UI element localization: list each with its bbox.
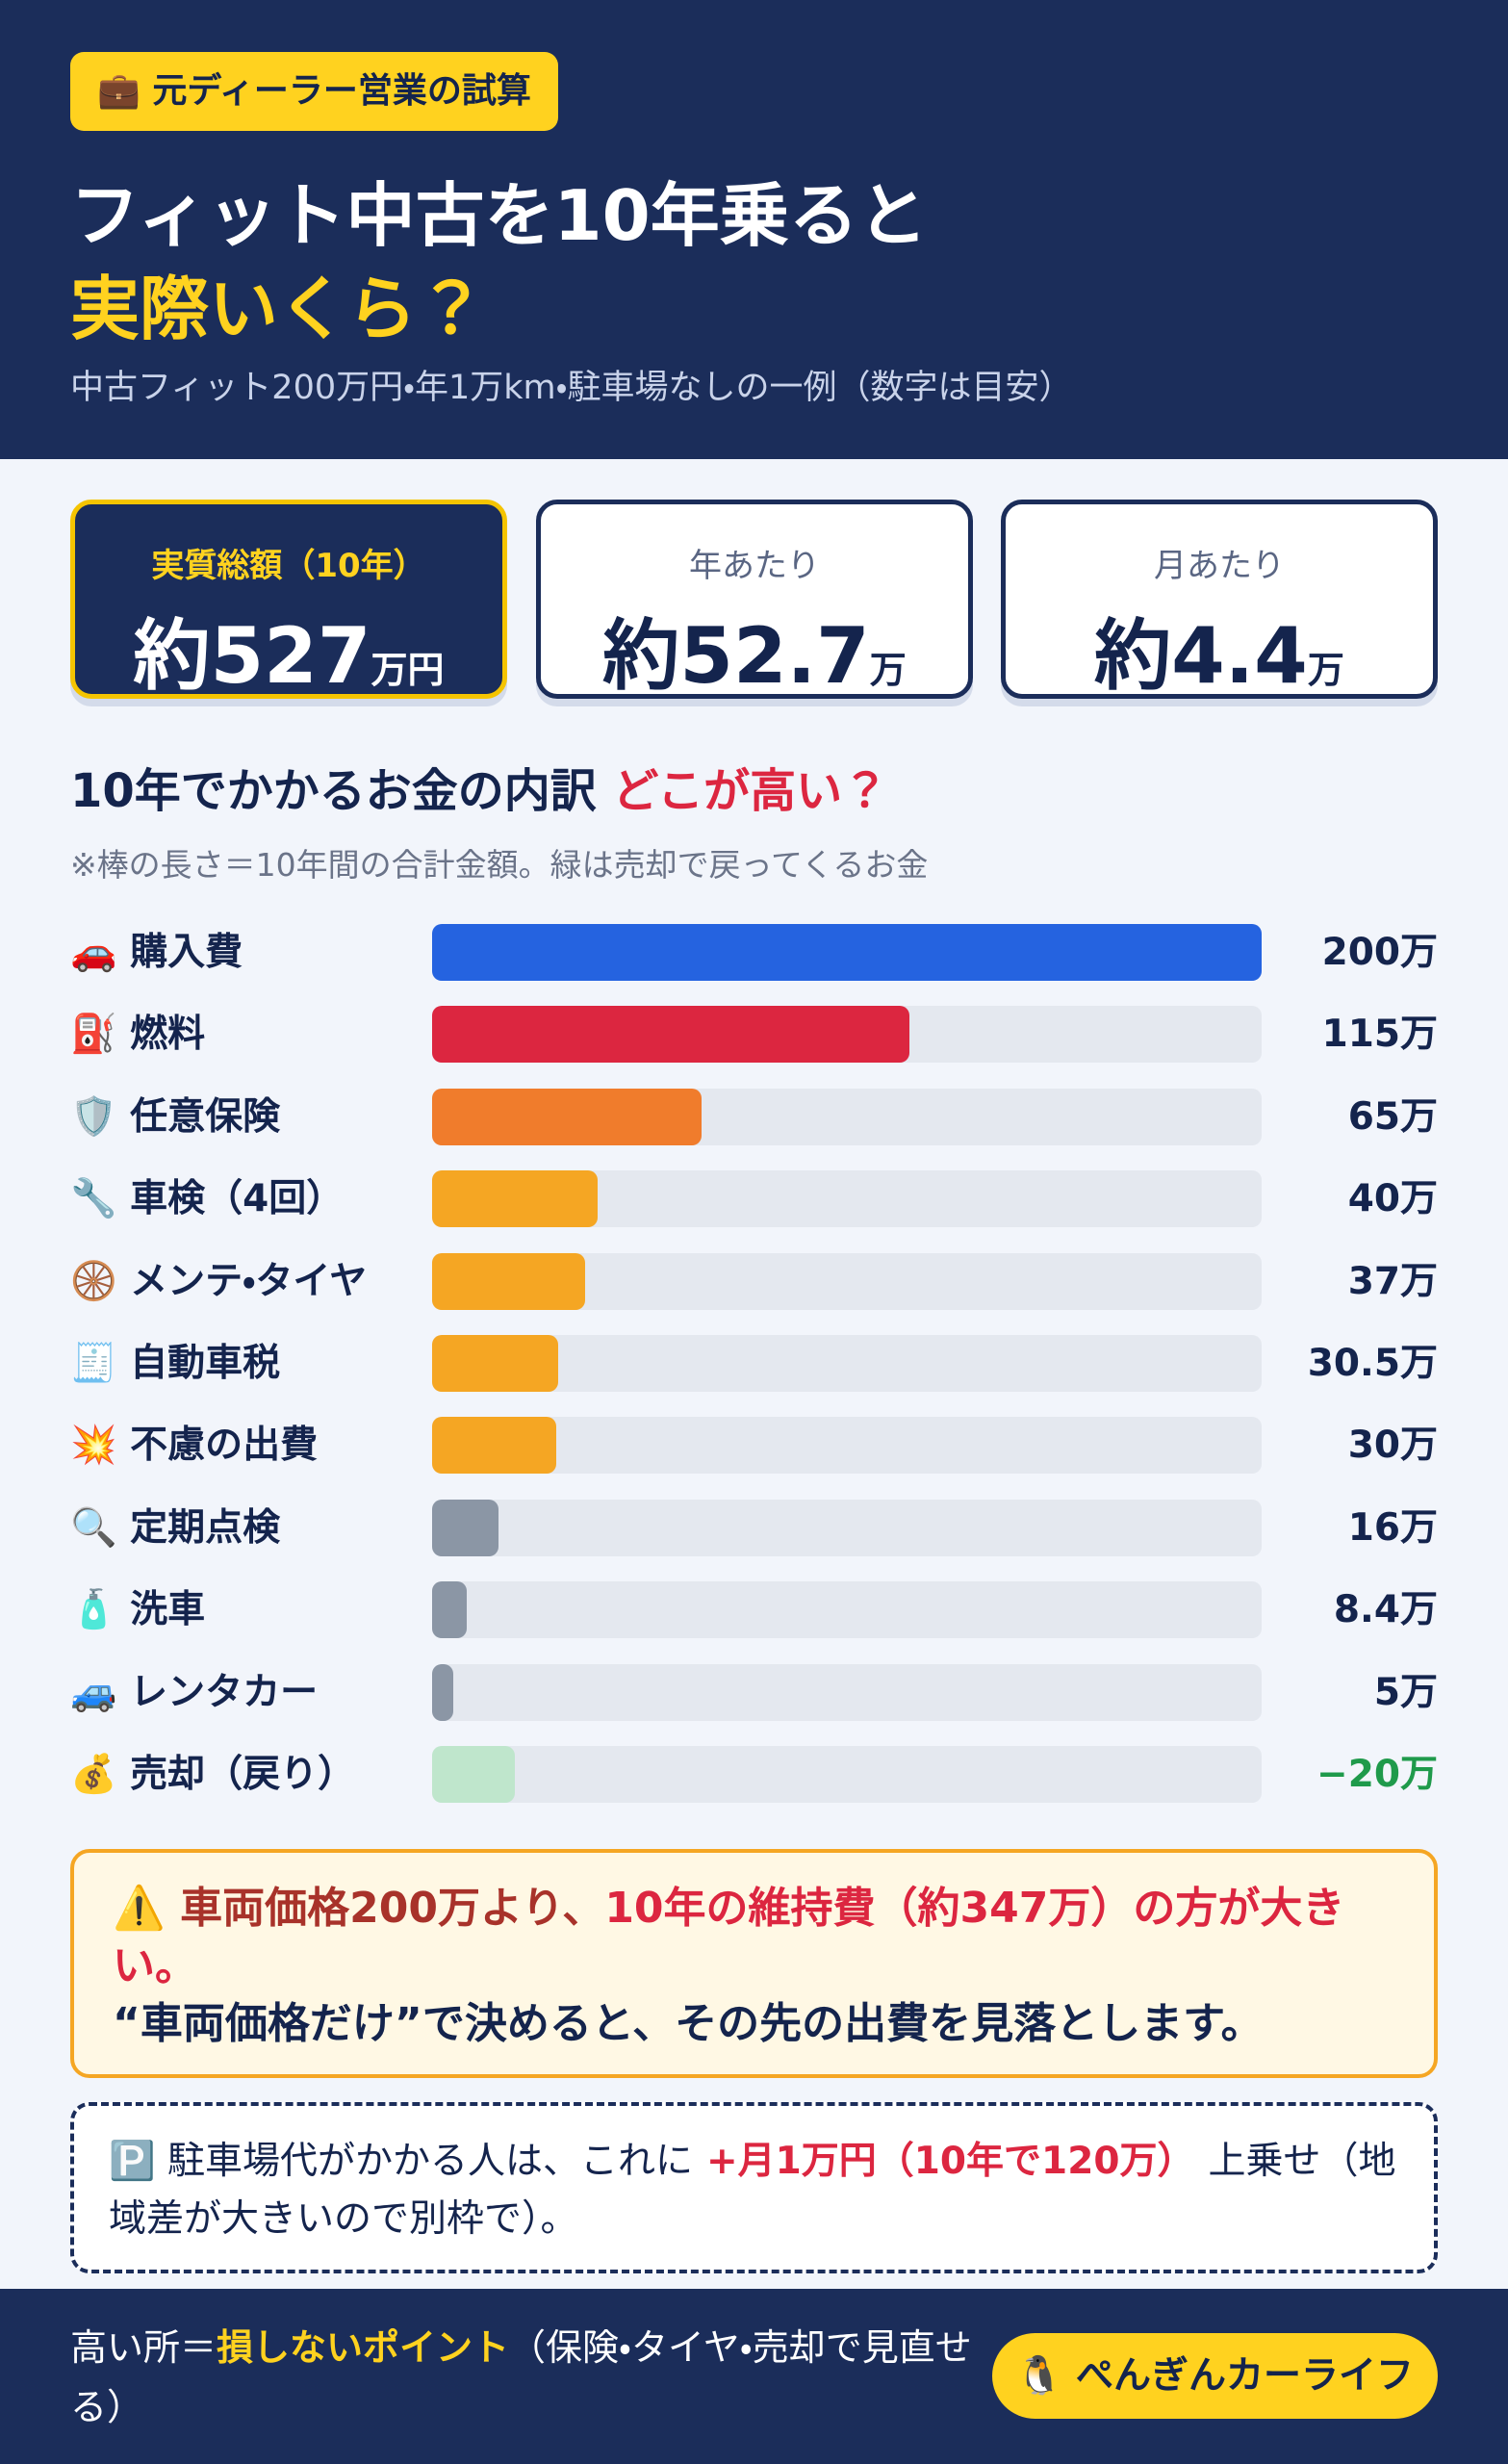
bar-track (432, 1746, 1262, 1803)
footer: 高い所＝損しないポイント（保険・タイヤ・売却で見直せる） 🐧 ぺんぎんカーライフ (0, 2289, 1508, 2464)
bar-track (432, 1088, 1262, 1145)
brand-button[interactable]: 🐧 ぺんぎんカーライフ (992, 2333, 1438, 2419)
category-label: 🧾 自動車税 (70, 1342, 281, 1385)
category-label: 💥 不慮の出費 (70, 1424, 319, 1468)
value-label: 30万 (1347, 1424, 1438, 1468)
bar-track (432, 1417, 1262, 1475)
category-label: 🚗 購入費 (70, 931, 243, 974)
card-label: 年あたり (689, 547, 820, 585)
bar (432, 1663, 453, 1721)
card-value: 約527万円 (75, 594, 502, 706)
bar-track (432, 924, 1262, 981)
value-label: 115万 (1321, 1013, 1438, 1057)
title-highlight: 実際いくら？ (70, 269, 487, 349)
summary-card: 月あたり約4.4万 (1001, 500, 1438, 701)
warning-box: ⚠️ 車両価格200万より、10年の維持費（約347万）の方が大きい。 “車両価格… (70, 1849, 1438, 2078)
bar-track (432, 1252, 1262, 1310)
bar-track (432, 1170, 1262, 1228)
category-label: 🔧 車検（4回） (70, 1177, 345, 1221)
card-value: 約52.7万 (541, 594, 968, 706)
card-number: 4.4 (1171, 611, 1308, 701)
value-label: 200万 (1321, 931, 1438, 974)
footer-tail: （保険・タイヤ・売却で見直せる） (70, 2326, 972, 2428)
value-label: 8.4万 (1333, 1588, 1438, 1632)
bar-track (432, 1335, 1262, 1392)
bar (432, 1417, 557, 1475)
bar-track (432, 1663, 1262, 1721)
warning-highlight: 10年の維持費（約347万）の方が大きい。 (113, 1884, 1345, 1990)
value-label: 65万 (1347, 1094, 1438, 1139)
bar (432, 1499, 498, 1556)
chart-note: ※棒の長さ＝10年間の合計金額。緑は売却で戻ってくるお金 (70, 846, 929, 884)
card-prefix: 約 (133, 611, 211, 701)
parking-highlight: +月1万円（10年で120万） (705, 2140, 1195, 2183)
card-value: 約4.4万 (1006, 594, 1433, 706)
footer-text: 高い所＝損しないポイント（保険・タイヤ・売却で見直せる） (70, 2318, 994, 2437)
footer-highlight: 損しないポイント (217, 2326, 510, 2369)
card-prefix: 約 (602, 611, 680, 701)
card-unit: 万 (1307, 649, 1344, 691)
bar (432, 1170, 599, 1228)
card-number: 527 (210, 611, 371, 701)
warning-lead: ⚠️ 車両価格200万より、 (113, 1884, 605, 1933)
warning-text: “車両価格だけ”で決めると、その先の出費を見落とします。 (113, 1999, 1264, 2048)
title: フィット中古を10年乗ると (70, 175, 928, 256)
card-unit: 万 (869, 649, 907, 691)
bar (432, 1252, 586, 1310)
card-label: 月あたり (1154, 547, 1285, 585)
bar-track (432, 1006, 1262, 1064)
value-label: 16万 (1347, 1505, 1438, 1550)
subtitle: 中古フィット200万円・年1万km・駐車場なしの一例（数字は目安） (70, 369, 1073, 407)
value-label: −20万 (1316, 1753, 1438, 1796)
bar (432, 1088, 703, 1145)
category-label: 🛞 メンテ・タイヤ (70, 1259, 368, 1303)
bar (432, 924, 1262, 981)
footer-lead: 高い所＝ (70, 2326, 217, 2369)
card-number: 52.7 (679, 611, 870, 701)
category-label: 🚙 レンタカー (70, 1670, 319, 1714)
bar-track (432, 1499, 1262, 1556)
parking-lead: 🅿️ 駐車場代がかかる人は、これに (109, 2140, 693, 2183)
bar (432, 1335, 559, 1392)
section-title-text: 10年でかかるお金の内訳 (70, 764, 597, 818)
section-title-highlight: どこが高い？ (612, 764, 889, 818)
summary-card: 年あたり 約52.7万 (536, 500, 973, 701)
bar (432, 1581, 468, 1639)
section-title: 10年でかかるお金の内訳 どこが高い？ (70, 753, 888, 820)
bar (432, 1006, 909, 1064)
card-prefix: 約 (1094, 611, 1172, 701)
parking-tail: 上乗せ（地域差が大きいので別枠で）。 (109, 2140, 1396, 2241)
value-label: 37万 (1347, 1259, 1438, 1303)
card-label: 実質総額（10年） (151, 547, 426, 585)
category-label: ⛽ 燃料 (70, 1013, 206, 1057)
header: 💼 元ディーラー営業の試算 フィット中古を10年乗ると 実際いくら？ 中古フィッ… (0, 0, 1508, 459)
value-label: 5万 (1373, 1670, 1438, 1714)
category-label: 🧴 洗車 (70, 1588, 206, 1632)
bar (432, 1746, 516, 1803)
category-label: 🔍 定期点検 (70, 1505, 281, 1550)
summary-card: 実質総額（10年） 約527万円 (70, 500, 507, 701)
category-label: 💰 売却（戻り） (70, 1753, 356, 1796)
card-unit: 万円 (371, 649, 445, 691)
parking-box: 🅿️ 駐車場代がかかる人は、これに +月1万円（10年で120万） 上乗せ（地域差が… (70, 2102, 1438, 2273)
category-label: 🛡️ 任意保険 (70, 1094, 281, 1139)
value-label: 40万 (1347, 1177, 1438, 1221)
bar-track (432, 1581, 1262, 1639)
value-label: 30.5万 (1307, 1342, 1438, 1385)
badge: 💼 元ディーラー営業の試算 (70, 52, 558, 131)
